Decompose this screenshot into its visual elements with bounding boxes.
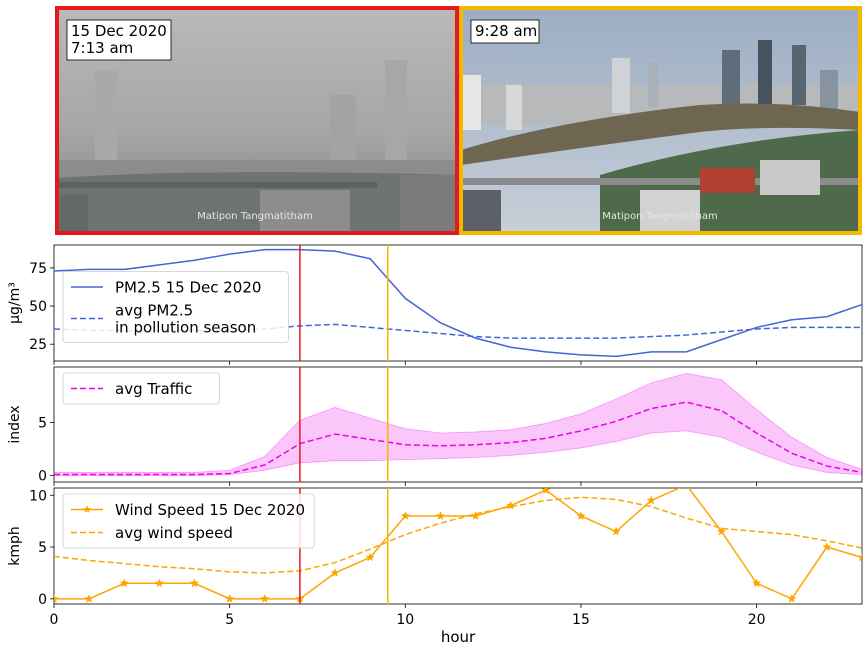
- data-point: [541, 488, 551, 495]
- legend-label: avg wind speed: [115, 524, 233, 542]
- photo-caption-box: 15 Dec 2020 7:13 am: [66, 19, 172, 61]
- legend: PM2.5 15 Dec 2020 avg PM2.5in pollution s…: [62, 271, 289, 343]
- panel-2: 0 5 index avg Traffic: [7, 366, 863, 486]
- data-point: [189, 578, 200, 588]
- panel-3: 0 5 10 0 5 10 15 20 kmph Wind Speed 15 Dec 2020 av…: [7, 487, 863, 628]
- data-point: [822, 542, 832, 551]
- data-point: [224, 593, 235, 603]
- data-point: [154, 578, 165, 588]
- x-tick-label: 20: [748, 612, 766, 628]
- y-tick-label: 5: [38, 415, 47, 431]
- x-tick-label: 15: [572, 612, 590, 628]
- x-tick-label: 0: [50, 612, 59, 628]
- axes-frame: [53, 487, 863, 605]
- y-tick-label: 50: [29, 299, 47, 315]
- photo-caption-time: 9:28 am: [475, 22, 537, 40]
- y-axis-label: μg/m³: [7, 282, 23, 324]
- data-point: [646, 495, 656, 505]
- data-point: [857, 552, 862, 562]
- x-tick-label: 5: [225, 612, 234, 628]
- photo-clear-city: [461, 8, 860, 233]
- data-point: [119, 578, 129, 588]
- plot-area: [54, 488, 862, 604]
- series-line: [54, 488, 862, 600]
- plot-area: [54, 367, 862, 482]
- series-line: [54, 401, 862, 476]
- data-point: [611, 526, 621, 536]
- data-point: [54, 593, 59, 603]
- y-axis-label: kmph: [7, 526, 23, 566]
- legend-label: avg PM2.5: [115, 302, 193, 320]
- data-point: [751, 578, 762, 588]
- data-point: [506, 500, 516, 510]
- series-line: [54, 496, 862, 574]
- data-point: [400, 511, 410, 520]
- axes-frame: [53, 366, 863, 483]
- legend: Wind Speed 15 Dec 2020 avg wind speed: [62, 493, 315, 549]
- legend-label: in pollution season: [115, 319, 256, 337]
- legend-box: [62, 493, 315, 549]
- y-tick-label: 75: [29, 261, 47, 277]
- legend-box: [62, 271, 289, 343]
- data-point: [365, 552, 375, 562]
- legend-label: avg Traffic: [115, 380, 192, 398]
- axes-frame: [53, 244, 863, 362]
- photo-watermark: Matipon Tangmatitham: [197, 211, 312, 222]
- photo-caption-box: 9:28 am: [470, 19, 540, 44]
- photo-caption-time: 7:13 am: [71, 39, 133, 57]
- x-axis-label: hour: [441, 628, 476, 646]
- y-tick-label: 0: [38, 592, 47, 608]
- photo-watermark: Matipon Tangmatitham: [602, 211, 717, 222]
- y-tick-label: 10: [29, 488, 47, 504]
- x-tick-label: 10: [396, 612, 414, 628]
- photo-caption-date: 15 Dec 2020: [71, 22, 167, 40]
- panel-1: 25 50 75 μg/m³ PM2.5 15 Dec 2020 avg PM2.5in …: [7, 244, 863, 365]
- photo-frame-yellow: [459, 6, 862, 235]
- data-point: [260, 593, 270, 603]
- y-tick-label: 0: [38, 469, 47, 485]
- legend-marker: [83, 505, 91, 513]
- legend-label: PM2.5 15 Dec 2020: [115, 279, 261, 297]
- legend-label: Wind Speed 15 Dec 2020: [115, 501, 305, 519]
- photo-hazy-morning: [57, 8, 457, 233]
- plot-area: [54, 245, 862, 361]
- data-point: [576, 511, 586, 520]
- y-tick-label: 25: [29, 337, 47, 353]
- legend-box: [62, 372, 221, 405]
- series-line: [54, 248, 862, 358]
- data-point: [330, 568, 340, 577]
- data-point: [435, 511, 446, 520]
- data-point: [716, 526, 727, 536]
- photo-frame-red: [55, 6, 459, 235]
- legend: avg Traffic: [62, 372, 221, 405]
- data-point: [787, 593, 797, 603]
- y-axis-label: index: [7, 405, 23, 443]
- y-tick-label: 5: [38, 540, 47, 556]
- data-point: [84, 593, 94, 603]
